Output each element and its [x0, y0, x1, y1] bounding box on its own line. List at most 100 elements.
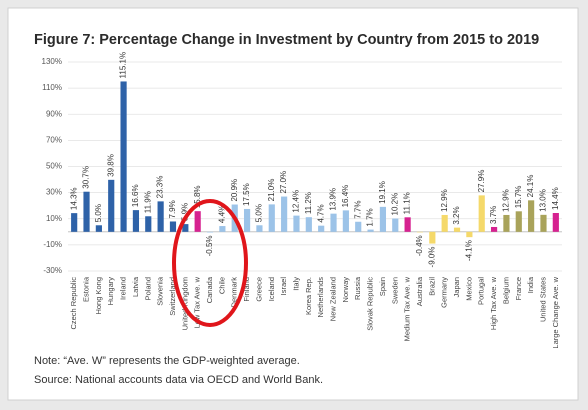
x-tick-label: Iceland — [267, 277, 276, 301]
bar — [243, 208, 251, 232]
value-label: 5.0% — [255, 204, 264, 222]
value-label: 12.9% — [440, 189, 449, 212]
bar — [268, 204, 275, 232]
y-tick-label: 50% — [46, 162, 62, 171]
y-tick-label: 30% — [46, 188, 62, 197]
x-tick-label: India — [526, 276, 535, 293]
bar — [404, 217, 411, 232]
bar — [330, 213, 337, 232]
x-tick-label: Japan — [452, 277, 461, 297]
x-tick-label: Low Tax Ave. w — [193, 276, 202, 328]
x-tick-label: Italy — [291, 277, 300, 291]
x-tick-label: Czech Republic — [69, 277, 78, 330]
x-tick-label: Russia — [353, 276, 362, 300]
bar — [132, 210, 140, 232]
value-label: -9.0% — [427, 247, 436, 268]
value-label: -4.1% — [464, 240, 473, 261]
value-label: 5.0% — [94, 204, 103, 222]
value-label: 10.2% — [390, 193, 399, 216]
bar — [503, 214, 510, 232]
bar — [157, 201, 164, 232]
x-tick-label: High Tax Ave. w — [489, 276, 498, 330]
value-label: 16.4% — [341, 185, 350, 208]
value-label: 7.7% — [353, 201, 362, 219]
value-label: -0.5% — [205, 235, 214, 256]
value-label: 11.2% — [304, 192, 313, 214]
x-tick-label: Chile — [217, 277, 226, 294]
x-tick-label: Germany — [440, 277, 449, 308]
value-label: 12.4% — [292, 190, 301, 213]
value-label: 24.1% — [526, 175, 535, 198]
bar — [293, 215, 300, 232]
value-label: 11.9% — [143, 191, 152, 213]
value-label: 12.9% — [502, 189, 511, 212]
y-tick-label: -30% — [43, 266, 62, 275]
bar — [318, 225, 325, 232]
x-tick-label: Finland — [242, 277, 251, 302]
value-label: 3.7% — [489, 206, 498, 224]
x-tick-label: Australia — [415, 276, 424, 306]
x-tick-label: Estonia — [82, 276, 91, 302]
bar — [466, 231, 473, 238]
x-tick-label: Hong Kong — [94, 277, 103, 315]
x-tick-label: Spain — [378, 277, 387, 296]
x-tick-label: Denmark — [230, 277, 239, 308]
bar — [305, 217, 312, 232]
value-label: 23.3% — [156, 176, 165, 199]
value-label: 19.1% — [378, 181, 387, 204]
chart-title: Figure 7: Percentage Change in Investmen… — [34, 32, 539, 48]
bar — [281, 196, 288, 232]
bar — [71, 213, 78, 232]
bar — [515, 211, 522, 232]
bar — [83, 191, 90, 232]
x-tick-label: Netherlands — [316, 277, 325, 318]
value-label: 115.1% — [119, 52, 128, 79]
x-tick-label: Hungary — [106, 277, 115, 306]
source: Source: National accounts data via OECD … — [34, 374, 323, 386]
bar — [194, 211, 201, 232]
x-tick-label: France — [514, 277, 523, 300]
bar — [342, 210, 349, 232]
bar — [528, 200, 535, 232]
x-tick-label: Medium Tax Ave. w — [403, 276, 412, 341]
bar — [206, 231, 214, 233]
value-label: 11.1% — [403, 192, 412, 214]
plot: -30% -10% 10% 30% 50% 70% 90% 110% 130% Czech Rep… — [42, 52, 562, 349]
x-tick-label: Slovenia — [156, 276, 165, 306]
x-tick-label: Belgium — [501, 277, 510, 304]
value-label: -0.4% — [415, 235, 424, 256]
bar — [441, 214, 448, 232]
x-tick-label: Sweden — [390, 277, 399, 304]
bar — [552, 213, 559, 232]
bar — [169, 221, 177, 232]
x-tick-label: Slovak Republic — [366, 277, 375, 331]
x-tick-label: Israel — [279, 277, 288, 296]
bar — [392, 218, 399, 232]
x-tick-label: Switzerland — [168, 277, 177, 316]
value-label: 1.7% — [366, 208, 375, 226]
bar — [490, 226, 498, 232]
value-label: 15.7% — [514, 186, 523, 209]
y-tick-label: 70% — [46, 135, 62, 144]
bar — [256, 225, 263, 232]
bar — [367, 229, 374, 232]
value-label: 4.4% — [217, 205, 226, 223]
x-tick-label: Ireland — [119, 277, 128, 300]
bar — [120, 81, 127, 232]
bar — [379, 206, 387, 232]
value-label: 15.8% — [193, 185, 202, 208]
value-label: 7.9% — [168, 200, 177, 218]
value-label: 14.3% — [69, 187, 78, 210]
highlight-ellipse — [172, 199, 248, 327]
x-tick-label: New Zealand — [329, 277, 338, 321]
x-tick-label: Korea Rep. — [304, 277, 313, 315]
value-label: 21.0% — [267, 179, 276, 202]
value-label: 17.5% — [242, 183, 251, 206]
bar — [182, 224, 189, 232]
bar — [453, 227, 461, 232]
y-tick-label: 130% — [42, 57, 62, 66]
bar — [108, 179, 115, 232]
y-tick-label: 10% — [46, 214, 62, 223]
value-label: 4.7% — [316, 204, 325, 222]
